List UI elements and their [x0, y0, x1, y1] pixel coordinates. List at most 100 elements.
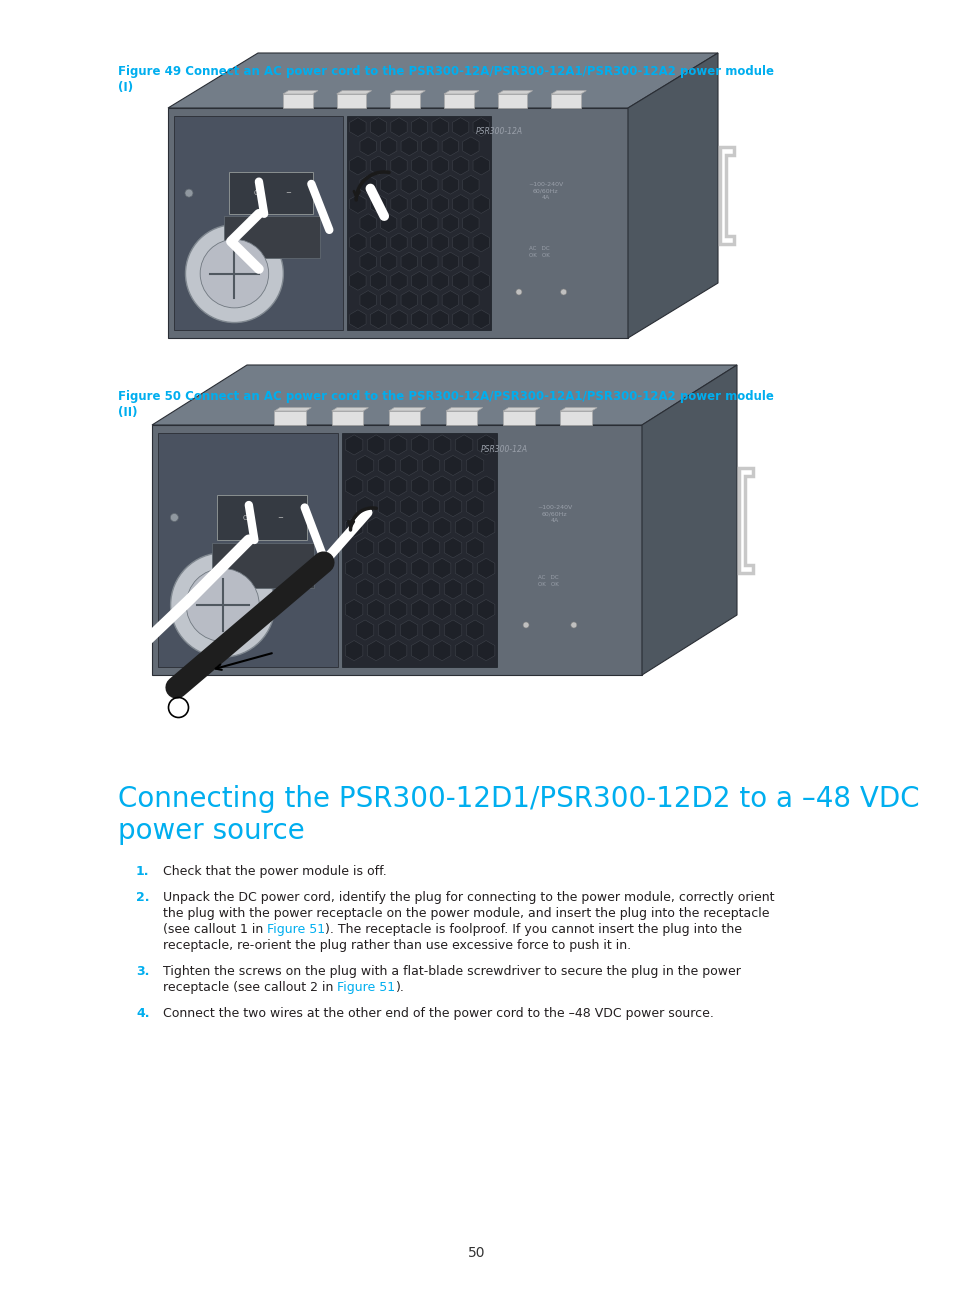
Polygon shape — [452, 309, 468, 329]
Polygon shape — [274, 411, 306, 424]
Text: 50: 50 — [468, 1246, 485, 1260]
Polygon shape — [391, 309, 407, 329]
Polygon shape — [432, 157, 448, 175]
Text: PSR300-12A: PSR300-12A — [476, 127, 522, 136]
Text: (I): (I) — [118, 82, 133, 94]
Polygon shape — [359, 175, 375, 194]
Polygon shape — [411, 194, 427, 214]
Polygon shape — [378, 578, 395, 599]
Polygon shape — [390, 94, 419, 107]
Polygon shape — [224, 216, 320, 258]
Polygon shape — [433, 476, 451, 496]
Polygon shape — [367, 599, 384, 620]
Polygon shape — [378, 620, 395, 641]
Polygon shape — [444, 537, 461, 558]
Polygon shape — [502, 408, 539, 411]
Polygon shape — [433, 558, 451, 578]
Text: −: − — [285, 190, 291, 197]
Polygon shape — [359, 252, 375, 270]
Polygon shape — [389, 435, 406, 455]
Polygon shape — [380, 291, 396, 309]
Text: 4.: 4. — [136, 1007, 150, 1020]
Polygon shape — [432, 118, 448, 137]
Polygon shape — [389, 558, 406, 578]
Text: ~100-240V
60/60Hz
4A: ~100-240V 60/60Hz 4A — [537, 505, 572, 523]
Polygon shape — [350, 309, 366, 329]
Polygon shape — [283, 94, 313, 107]
Polygon shape — [350, 194, 366, 214]
Text: ).: ). — [395, 981, 404, 994]
Polygon shape — [466, 578, 483, 599]
Polygon shape — [433, 435, 451, 455]
Text: Figure 51: Figure 51 — [267, 923, 325, 936]
Polygon shape — [370, 194, 386, 214]
Polygon shape — [432, 233, 448, 252]
Circle shape — [570, 622, 577, 628]
Polygon shape — [466, 497, 483, 516]
Polygon shape — [355, 455, 374, 476]
Polygon shape — [422, 537, 439, 558]
Polygon shape — [476, 558, 495, 578]
Polygon shape — [350, 272, 366, 290]
Polygon shape — [283, 91, 317, 94]
Polygon shape — [389, 641, 406, 661]
Polygon shape — [444, 497, 461, 516]
Polygon shape — [345, 518, 362, 537]
Polygon shape — [455, 518, 473, 537]
Polygon shape — [466, 537, 483, 558]
Polygon shape — [452, 157, 468, 175]
Text: −: − — [276, 515, 282, 520]
Polygon shape — [380, 175, 396, 194]
Polygon shape — [342, 433, 497, 666]
Polygon shape — [473, 194, 489, 214]
Circle shape — [171, 553, 274, 657]
Polygon shape — [173, 116, 342, 330]
Polygon shape — [422, 497, 439, 516]
Circle shape — [185, 189, 193, 197]
Polygon shape — [332, 408, 368, 411]
Polygon shape — [443, 94, 473, 107]
Polygon shape — [502, 411, 534, 424]
Text: O: O — [243, 515, 248, 520]
Polygon shape — [400, 497, 417, 516]
Polygon shape — [400, 175, 417, 194]
Polygon shape — [350, 118, 366, 137]
Polygon shape — [355, 620, 374, 641]
Polygon shape — [411, 558, 429, 578]
Polygon shape — [389, 408, 425, 411]
Text: 3.: 3. — [136, 965, 150, 978]
Polygon shape — [370, 157, 386, 175]
Polygon shape — [400, 137, 417, 155]
Polygon shape — [367, 435, 384, 455]
Polygon shape — [551, 94, 580, 107]
Polygon shape — [400, 537, 417, 558]
Polygon shape — [336, 94, 366, 107]
Polygon shape — [359, 214, 375, 233]
Polygon shape — [380, 214, 396, 233]
Polygon shape — [433, 599, 451, 620]
Polygon shape — [367, 641, 384, 661]
Text: ). The receptacle is foolproof. If you cannot insert the plug into the: ). The receptacle is foolproof. If you c… — [325, 923, 741, 936]
Polygon shape — [441, 175, 458, 194]
Polygon shape — [455, 641, 473, 661]
Text: 2.: 2. — [136, 892, 150, 905]
Polygon shape — [452, 272, 468, 290]
Polygon shape — [389, 476, 406, 496]
Polygon shape — [389, 411, 420, 424]
Polygon shape — [455, 558, 473, 578]
Text: the plug with the power receptacle on the power module, and insert the plug into: the plug with the power receptacle on th… — [163, 907, 769, 920]
Polygon shape — [421, 252, 437, 270]
Text: Figure 51: Figure 51 — [337, 981, 395, 994]
Circle shape — [171, 514, 178, 521]
Polygon shape — [367, 476, 384, 496]
Polygon shape — [345, 599, 362, 620]
Polygon shape — [355, 497, 374, 516]
Circle shape — [560, 289, 566, 295]
Polygon shape — [441, 137, 458, 155]
Polygon shape — [367, 558, 384, 578]
Polygon shape — [411, 233, 427, 252]
Polygon shape — [378, 455, 395, 476]
Polygon shape — [400, 455, 417, 476]
Text: O: O — [253, 190, 258, 197]
Polygon shape — [432, 309, 448, 329]
